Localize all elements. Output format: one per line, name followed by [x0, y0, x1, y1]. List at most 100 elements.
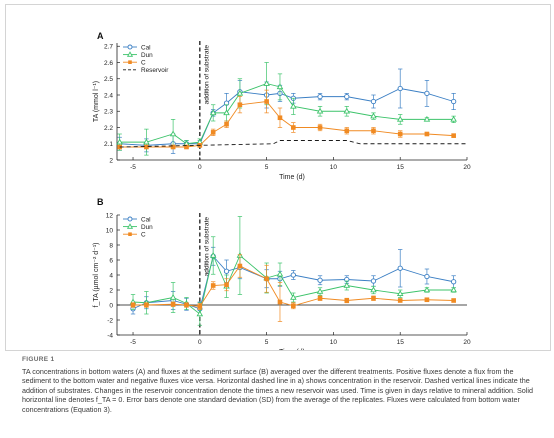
data-point: [277, 115, 283, 121]
x-tick-label: 15: [397, 164, 405, 171]
data-point: [291, 125, 296, 130]
data-point: [316, 287, 324, 294]
legend-label: C: [141, 232, 146, 239]
data-point: [370, 286, 377, 293]
y-tick-label: 2.6: [104, 60, 113, 67]
data-point: [397, 265, 403, 271]
series-c: [130, 254, 456, 322]
data-point: [370, 278, 377, 284]
legend-marker: [127, 216, 133, 222]
x-axis-label: Time (d): [279, 174, 305, 181]
y-tick-label: 0: [109, 302, 113, 309]
substrate-annotation: addition of substrate: [203, 217, 210, 277]
data-point: [371, 128, 376, 134]
data-point: [451, 133, 456, 138]
data-point: [170, 144, 176, 150]
data-point: [291, 303, 296, 309]
data-point: [210, 130, 216, 135]
data-point: [209, 109, 217, 116]
x-tick-label: 20: [463, 339, 471, 346]
data-point: [170, 301, 176, 307]
data-point: [370, 98, 377, 105]
x-tick-label: 10: [330, 164, 338, 171]
data-point: [184, 302, 189, 308]
series-cal: [117, 68, 457, 154]
data-point: [317, 125, 323, 130]
data-point: [450, 286, 457, 293]
figure-caption-text: TA concentrations in bottom waters (A) a…: [22, 366, 533, 414]
data-point: [423, 115, 431, 122]
legend-marker: [126, 223, 134, 229]
data-point: [196, 310, 204, 317]
data-point: [450, 115, 457, 122]
data-point: [396, 115, 404, 122]
x-tick-label: 5: [265, 164, 269, 171]
y-tick-label: 2: [109, 287, 113, 294]
figure-label: FIGURE 1: [22, 356, 55, 363]
data-point: [169, 293, 177, 300]
data-point: [451, 298, 456, 303]
legend-marker: [128, 60, 132, 64]
data-point: [130, 302, 136, 308]
x-tick-label: 10: [330, 339, 338, 346]
data-point: [237, 263, 243, 269]
x-tick-label: -5: [130, 164, 136, 171]
y-tick-label: 8: [109, 242, 113, 249]
data-point: [290, 272, 296, 278]
y-tick-label: -4: [107, 332, 113, 339]
data-point: [290, 293, 297, 300]
series-line: [119, 101, 454, 148]
data-point: [450, 279, 457, 285]
data-point: [397, 298, 403, 303]
y-tick-label: 2.4: [104, 92, 113, 99]
data-point: [116, 138, 123, 145]
data-point: [344, 128, 350, 134]
panel-letter: B: [97, 197, 104, 207]
y-tick-label: 2.1: [104, 141, 113, 148]
data-point: [210, 283, 216, 288]
data-point: [224, 121, 229, 127]
legend-label: Dun: [141, 224, 153, 231]
data-point: [184, 144, 189, 150]
data-point: [317, 295, 323, 301]
y-tick-label: 2.3: [104, 109, 113, 116]
data-point: [316, 107, 324, 114]
y-axis-label: TA (mmol l⁻¹): [93, 81, 100, 122]
data-point: [197, 304, 203, 309]
y-tick-label: 2.7: [104, 44, 113, 51]
panel-a: A -5 0 5 10 15 20 2 2.1 2.2 2.3 2.4 2.5 2.6 2.7 Time (d…: [93, 31, 471, 181]
data-point: [450, 98, 457, 105]
data-point: [343, 107, 351, 114]
x-tick-label: 0: [198, 339, 202, 346]
data-point: [144, 144, 149, 150]
x-tick-label: -5: [130, 339, 136, 346]
legend-label: Cal: [141, 216, 151, 223]
data-point: [397, 131, 403, 137]
x-axis-label: Time (d): [279, 349, 305, 350]
data-point: [263, 80, 270, 86]
data-point: [424, 131, 430, 137]
data-point: [370, 112, 377, 119]
legend-marker: [126, 51, 134, 57]
data-point: [423, 286, 431, 293]
data-point: [209, 251, 217, 258]
series-dun: [116, 62, 457, 156]
data-point: [277, 299, 283, 305]
data-point: [397, 85, 403, 92]
legend-marker: [128, 232, 132, 236]
data-point: [237, 102, 243, 108]
x-tick-label: 20: [463, 164, 471, 171]
figure-caption: FIGURE 1 TA concentrations in bottom wat…: [22, 355, 542, 415]
data-point: [264, 276, 269, 282]
legend-label: Dun: [141, 52, 153, 59]
y-tick-label: 4: [109, 272, 113, 279]
data-point: [317, 93, 323, 100]
x-tick-label: 15: [397, 339, 405, 346]
data-point: [371, 295, 376, 301]
legend-label: C: [141, 60, 146, 67]
data-point: [344, 298, 350, 303]
series-reservoir: [119, 140, 467, 148]
